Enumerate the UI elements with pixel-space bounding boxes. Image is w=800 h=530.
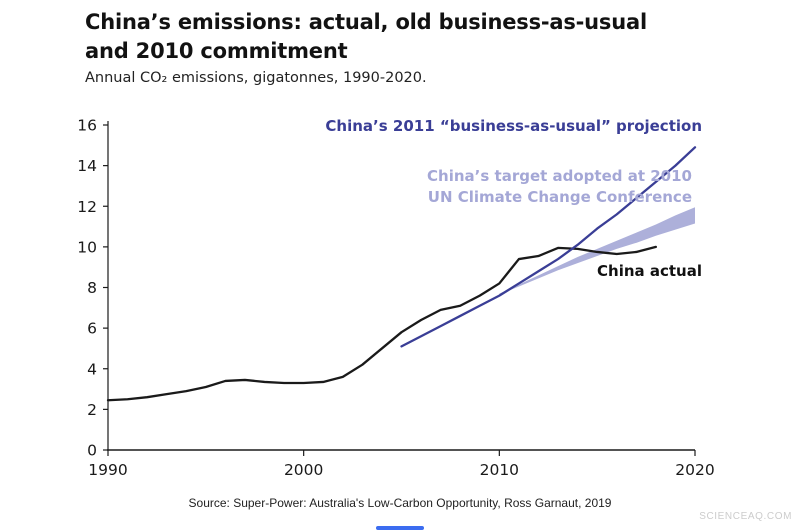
svg-text:10: 10 (77, 238, 97, 256)
svg-text:1990: 1990 (88, 461, 127, 479)
chart-title: China’s emissions: actual, old business-… (85, 8, 647, 66)
annotation-china-actual: China actual (597, 262, 702, 280)
svg-text:6: 6 (87, 320, 97, 338)
svg-text:2010: 2010 (480, 461, 519, 479)
chart-subtitle: Annual CO₂ emissions, gigatonnes, 1990-2… (85, 70, 427, 86)
svg-text:2020: 2020 (675, 461, 714, 479)
bottom-indicator-bar (376, 526, 424, 530)
svg-text:2000: 2000 (284, 461, 323, 479)
source-attribution: Source: Super-Power: Australia's Low-Car… (188, 496, 612, 510)
chart-title-line1: China’s emissions: actual, old business-… (85, 10, 647, 34)
svg-text:2: 2 (87, 401, 97, 419)
watermark-text: SCIENCEAQ.COM (699, 511, 792, 522)
chart-title-line2: and 2010 commitment (85, 38, 348, 63)
svg-text:4: 4 (87, 360, 97, 378)
annotation-bau-projection: China’s 2011 “business-as-usual” project… (325, 117, 702, 135)
svg-text:16: 16 (77, 117, 97, 135)
svg-text:12: 12 (77, 198, 97, 216)
svg-text:0: 0 (87, 442, 97, 460)
annotation-target-2010: China’s target adopted at 2010 UN Climat… (427, 167, 692, 207)
svg-text:8: 8 (87, 279, 97, 297)
svg-text:14: 14 (77, 157, 97, 175)
